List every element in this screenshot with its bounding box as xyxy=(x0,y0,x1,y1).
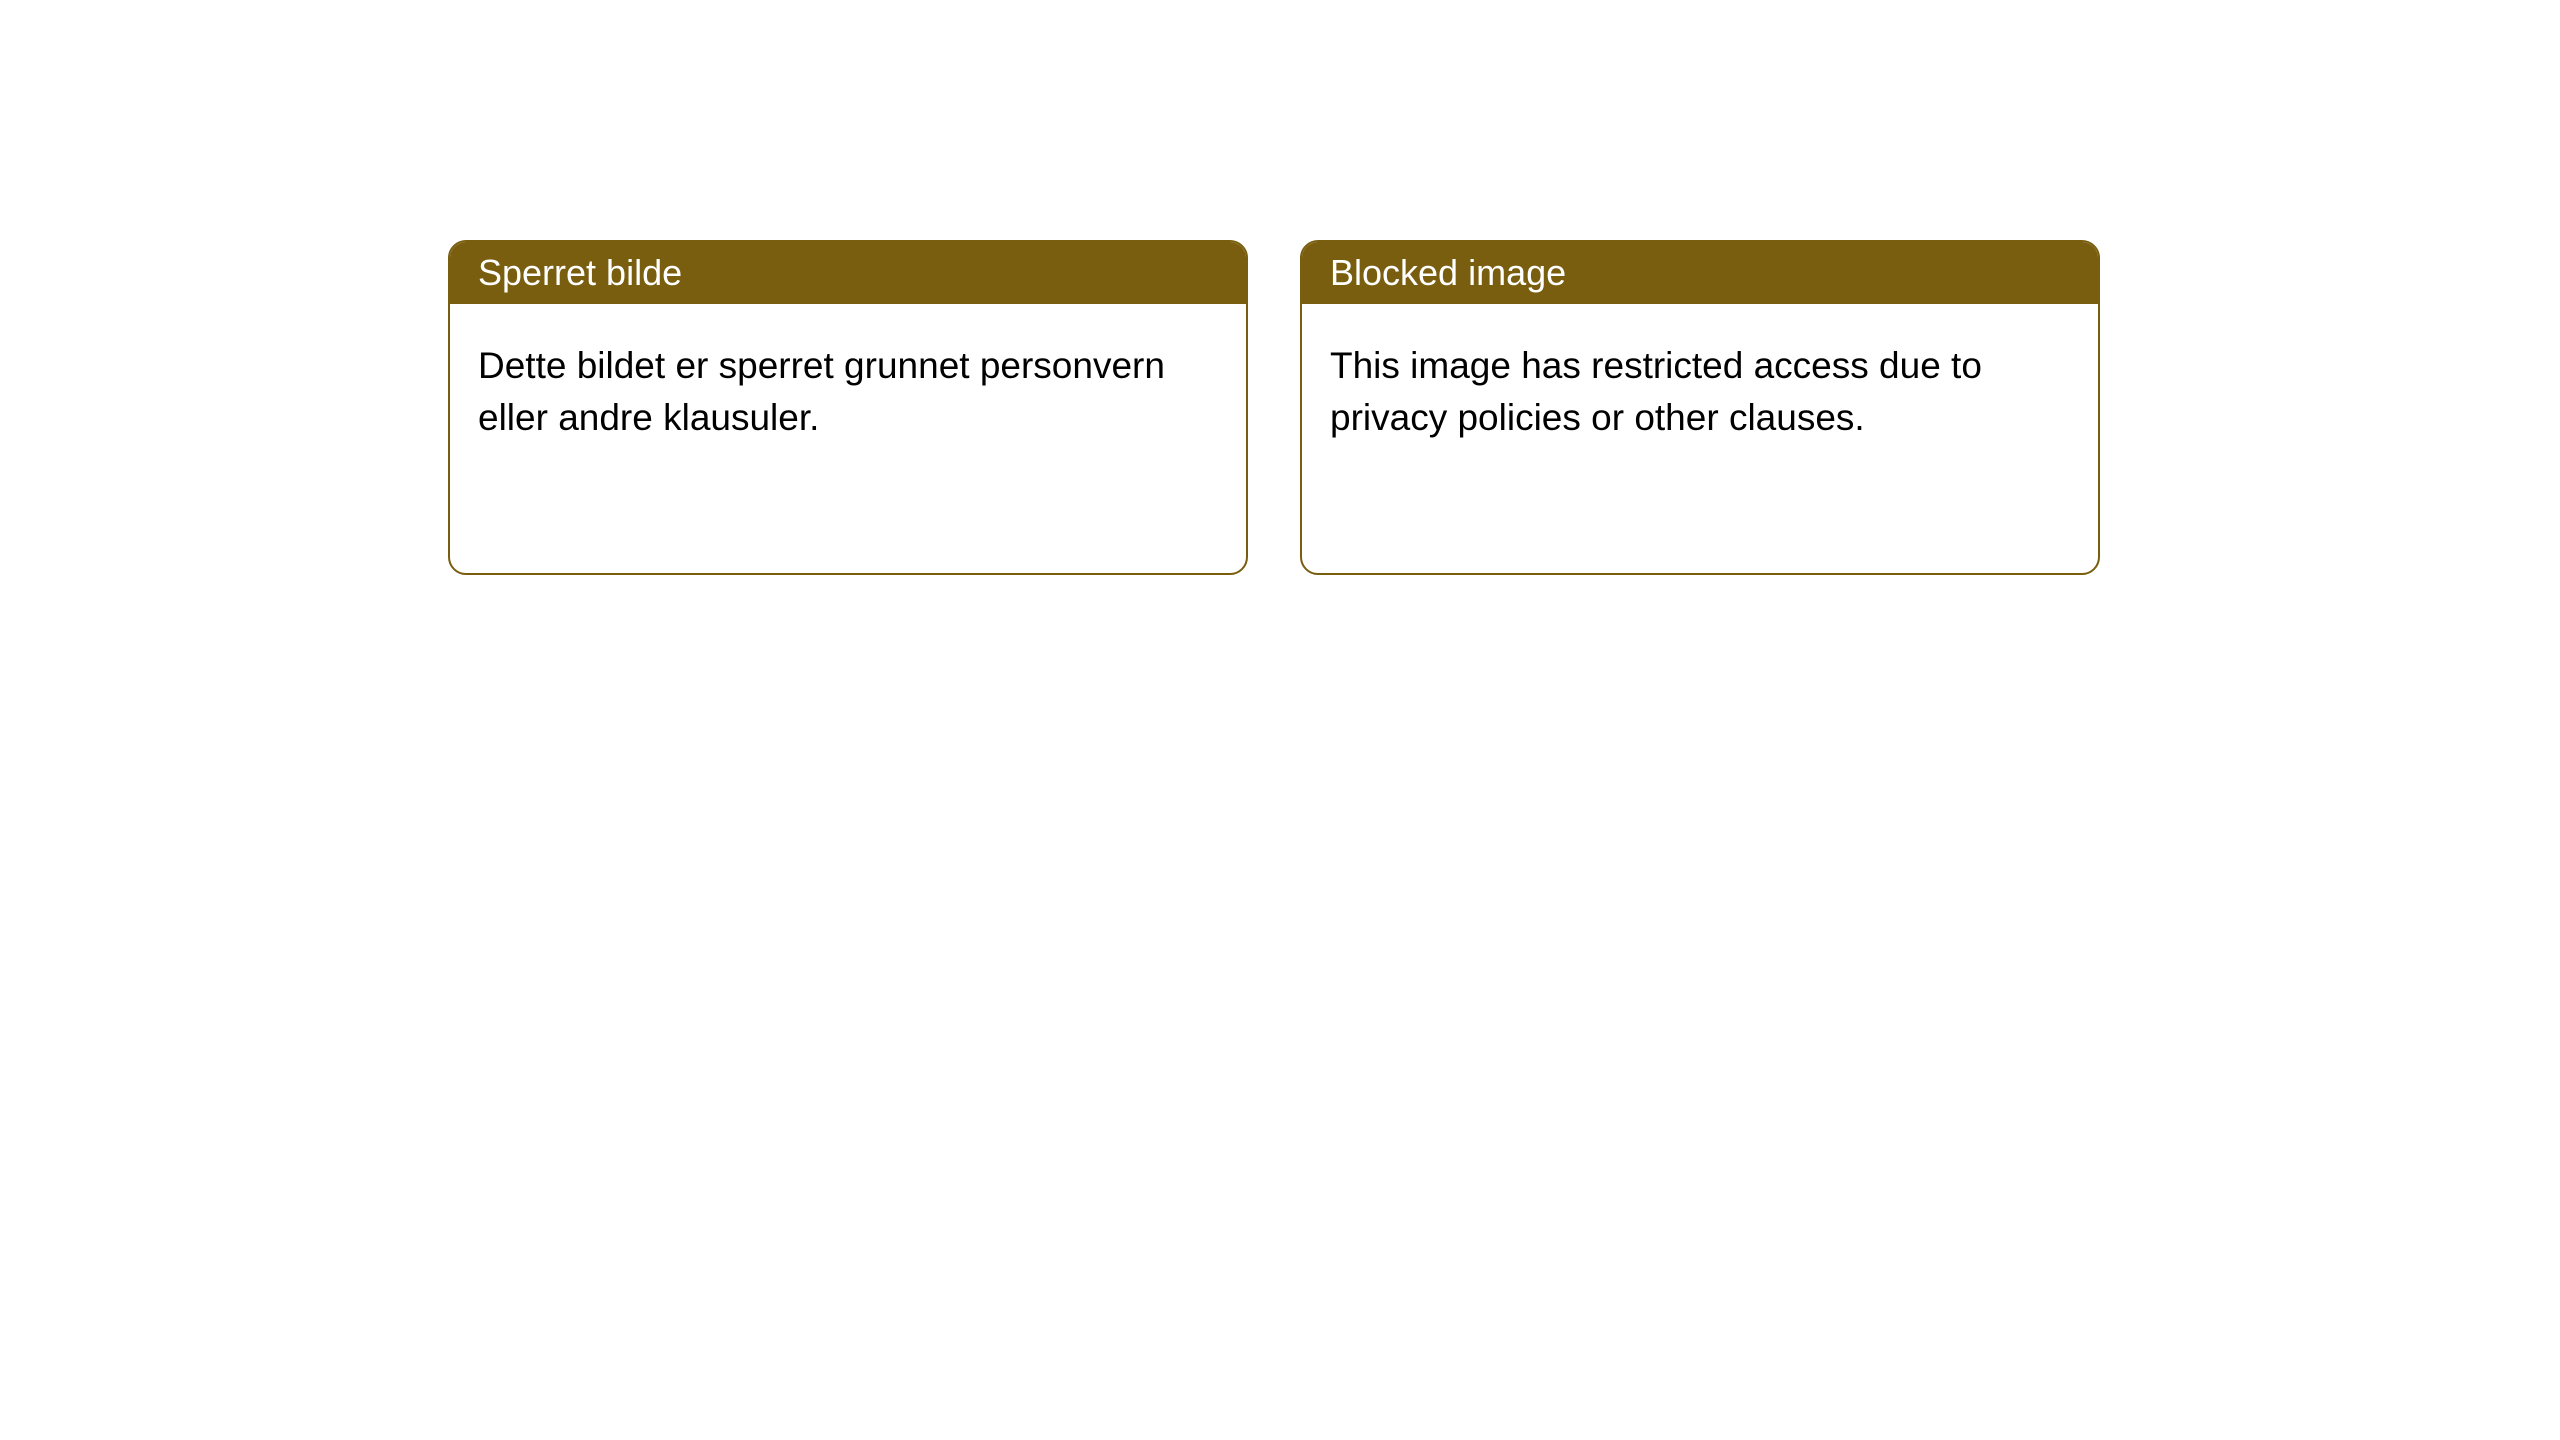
cards-container: Sperret bilde Dette bildet er sperret gr… xyxy=(448,240,2100,575)
card-body-english: This image has restricted access due to … xyxy=(1302,304,2098,480)
blocked-image-card-norwegian: Sperret bilde Dette bildet er sperret gr… xyxy=(448,240,1248,575)
card-title-english: Blocked image xyxy=(1302,242,2098,304)
blocked-image-card-english: Blocked image This image has restricted … xyxy=(1300,240,2100,575)
card-body-norwegian: Dette bildet er sperret grunnet personve… xyxy=(450,304,1246,480)
card-title-norwegian: Sperret bilde xyxy=(450,242,1246,304)
